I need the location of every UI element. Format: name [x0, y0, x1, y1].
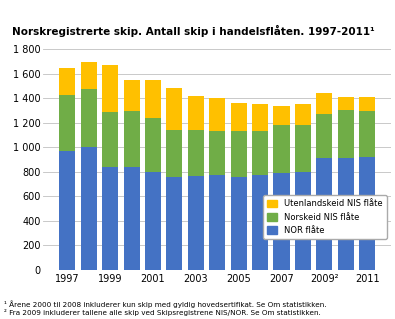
Bar [316, 114, 333, 158]
Bar [231, 103, 247, 131]
Bar [295, 104, 311, 125]
Legend: Utenlandskeid NIS flåte, Norskeid NIS flåte, NOR flåte: Utenlandskeid NIS flåte, Norskeid NIS fl… [263, 195, 387, 239]
Bar [81, 89, 97, 147]
Bar [273, 125, 290, 173]
Bar [252, 104, 268, 131]
Bar [316, 158, 333, 270]
Text: ¹ Årene 2000 til 2008 inkluderer kun skip med gyldig hovedsertifikat. Se Om stat: ¹ Årene 2000 til 2008 inkluderer kun ski… [4, 300, 326, 308]
Bar [338, 158, 354, 270]
Bar [124, 111, 139, 167]
Text: Norskregistrerte skip. Antall skip i handelsflåten. 1997-2011¹: Norskregistrerte skip. Antall skip i han… [12, 25, 375, 37]
Bar [338, 110, 354, 158]
Bar [188, 96, 204, 130]
Bar [145, 172, 161, 270]
Bar [166, 130, 182, 177]
Bar [209, 131, 225, 175]
Bar [166, 177, 182, 270]
Bar [209, 98, 225, 131]
Bar [231, 177, 247, 270]
Bar [102, 112, 118, 167]
Text: ² Fra 2009 inkluderer tallene alle skip ved Skipsregistrene NIS/NOR. Se Om stati: ² Fra 2009 inkluderer tallene alle skip … [4, 309, 321, 316]
Bar [231, 131, 247, 177]
Bar [188, 176, 204, 270]
Bar [81, 62, 97, 89]
Bar [359, 97, 375, 111]
Bar [209, 175, 225, 270]
Bar [316, 93, 333, 114]
Bar [252, 175, 268, 270]
Bar [124, 167, 139, 270]
Bar [359, 157, 375, 270]
Bar [273, 173, 290, 270]
Bar [59, 151, 75, 270]
Bar [102, 65, 118, 112]
Bar [359, 111, 375, 157]
Bar [295, 172, 311, 270]
Bar [295, 125, 311, 172]
Bar [59, 95, 75, 151]
Bar [102, 167, 118, 270]
Bar [145, 80, 161, 118]
Bar [166, 88, 182, 130]
Bar [145, 118, 161, 172]
Bar [124, 80, 139, 111]
Bar [59, 68, 75, 95]
Bar [81, 147, 97, 270]
Bar [338, 97, 354, 110]
Bar [252, 131, 268, 175]
Bar [188, 130, 204, 176]
Bar [273, 106, 290, 125]
